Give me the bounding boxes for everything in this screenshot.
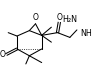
Text: O: O (33, 13, 38, 22)
Text: O: O (0, 50, 6, 59)
Text: O: O (56, 13, 62, 22)
Text: H₂N: H₂N (62, 15, 77, 24)
Text: NH: NH (80, 30, 92, 38)
